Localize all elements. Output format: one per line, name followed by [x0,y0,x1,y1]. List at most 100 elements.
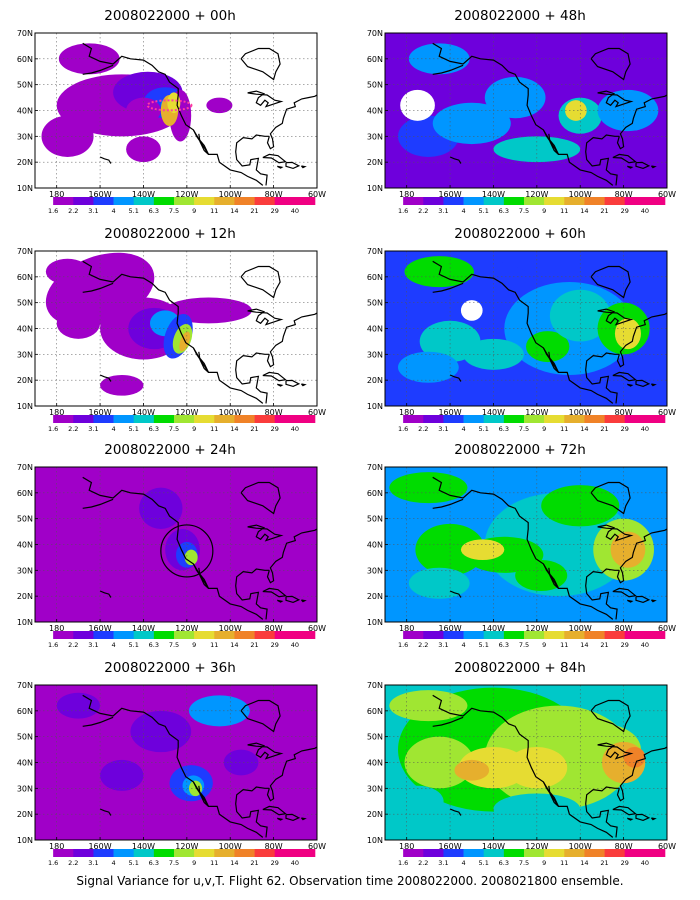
lon-tick-label: 80W [615,190,633,199]
colorbar-label: 14 [580,425,588,433]
variance-contour [408,43,470,75]
colorbar-label: 6.3 [149,425,159,433]
map-panel: 2008022000 + 00h 10N 20N 30N 40N 50N 60N 70N 180… [0,2,340,218]
lat-tick-label: 50N [17,81,33,90]
coastline [432,716,464,727]
colorbar-swatch [423,849,444,857]
colorbar-label: 5.1 [129,859,139,867]
colorbar-swatch [153,197,175,205]
colorbar-swatch [294,631,316,639]
colorbar-swatch [73,631,94,639]
colorbar-label: 9 [542,641,546,649]
colorbar-label: 2.2 [68,425,78,433]
target-circle [160,524,214,578]
colorbar-label: 5.1 [479,859,489,867]
map-panel: 2008022000 + 48h 10N 20N 30N 40N 50N 60N 70N 180… [350,2,690,218]
lon-tick-label: 180 [49,624,64,633]
colorbar-swatch [294,415,316,423]
coastline [82,64,114,75]
lat-tick-label: 20N [367,810,383,819]
colorbar-swatch [564,415,585,423]
colorbar-label: 6.3 [499,859,509,867]
lon-tick-label: 100W [569,624,592,633]
lat-tick-label: 30N [367,566,383,575]
variance-contour [454,759,490,781]
lat-tick-label: 70N [367,681,383,690]
variance-field [35,685,317,840]
lat-tick-label: 70N [17,29,33,38]
variance-contour [614,318,641,350]
colorbar-label: 3.1 [438,859,448,867]
lat-tick-label: 20N [17,158,33,167]
lon-tick-label: 60W [658,190,676,199]
coastline [612,587,637,598]
colorbar-label: 1.6 [48,425,58,433]
colorbar-label: 40 [641,641,649,649]
colorbar-label: 5.1 [479,207,489,215]
coastline [192,781,210,807]
colorbar-label: 3.1 [88,425,98,433]
coastline [635,161,651,170]
colorbar-swatch [33,415,54,423]
colorbar-label: 6.3 [149,207,159,215]
colorbar-swatch [194,415,215,423]
coastline [99,156,112,164]
colorbar-label: 21 [250,859,258,867]
variance-field [385,685,667,840]
colorbar-label: 4 [112,207,116,215]
variance-contour [408,567,470,599]
lon-tick-label: 120W [175,842,198,851]
coastline [266,746,317,802]
colorbar-label: 40 [291,641,299,649]
colorbar-swatch [53,631,74,639]
colorbar-label: 21 [600,641,608,649]
variance-contour [432,102,511,145]
colorbar-swatch [383,197,404,205]
variance-contour [400,89,435,121]
colorbar-label: 2.2 [418,207,428,215]
lon-tick-label: 100W [569,408,592,417]
lon-tick-label: 180 [399,408,414,417]
lat-tick-label: 40N [367,325,383,334]
colorbar-swatch [564,197,585,205]
colorbar-label: 6.3 [499,425,509,433]
colorbar-label: 40 [291,207,299,215]
lat-tick-label: 10N [17,618,33,627]
lon-tick-label: 120W [175,408,198,417]
colorbar-label: 29 [271,859,279,867]
coastline [300,165,307,169]
lat-tick-label: 30N [367,350,383,359]
lat-tick-label: 70N [17,463,33,472]
colorbar-label: 11 [560,207,568,215]
lat-tick-label: 30N [17,350,33,359]
colorbar-swatch [274,197,296,205]
colorbar-label: 3.1 [88,641,98,649]
lon-tick-label: 180 [399,624,414,633]
variance-contour [35,469,145,527]
coastline [650,383,657,387]
colorbar-label: 14 [230,859,238,867]
colorbar-label: 7.5 [519,425,529,433]
coastline [247,308,284,326]
colorbar-swatch [73,849,94,857]
colorbar-label: 2.2 [418,641,428,649]
coastline [432,498,464,509]
colorbar-swatch [524,415,545,423]
coastline [266,94,317,150]
colorbar-swatch [214,415,235,423]
lat-tick-label: 20N [17,592,33,601]
coastline [262,587,287,598]
variance-field [385,33,667,188]
coastline [300,383,307,387]
colorbar-swatch [624,849,646,857]
map-panel: 2008022000 + 60h 10N 20N 30N 40N 50N 60N 70N 180… [350,220,690,436]
map-panel: 2008022000 + 12h 10N 20N 30N 40N 50N 60N 70N 180… [0,220,340,436]
lon-tick-label: 180 [49,408,64,417]
flight-track [146,99,193,112]
colorbar-swatch [174,631,195,639]
coastline [627,165,634,169]
colorbar-swatch [584,415,605,423]
coastline [616,746,667,802]
colorbar-label: 3.1 [438,207,448,215]
panel-title: 2008022000 + 84h [454,660,586,676]
